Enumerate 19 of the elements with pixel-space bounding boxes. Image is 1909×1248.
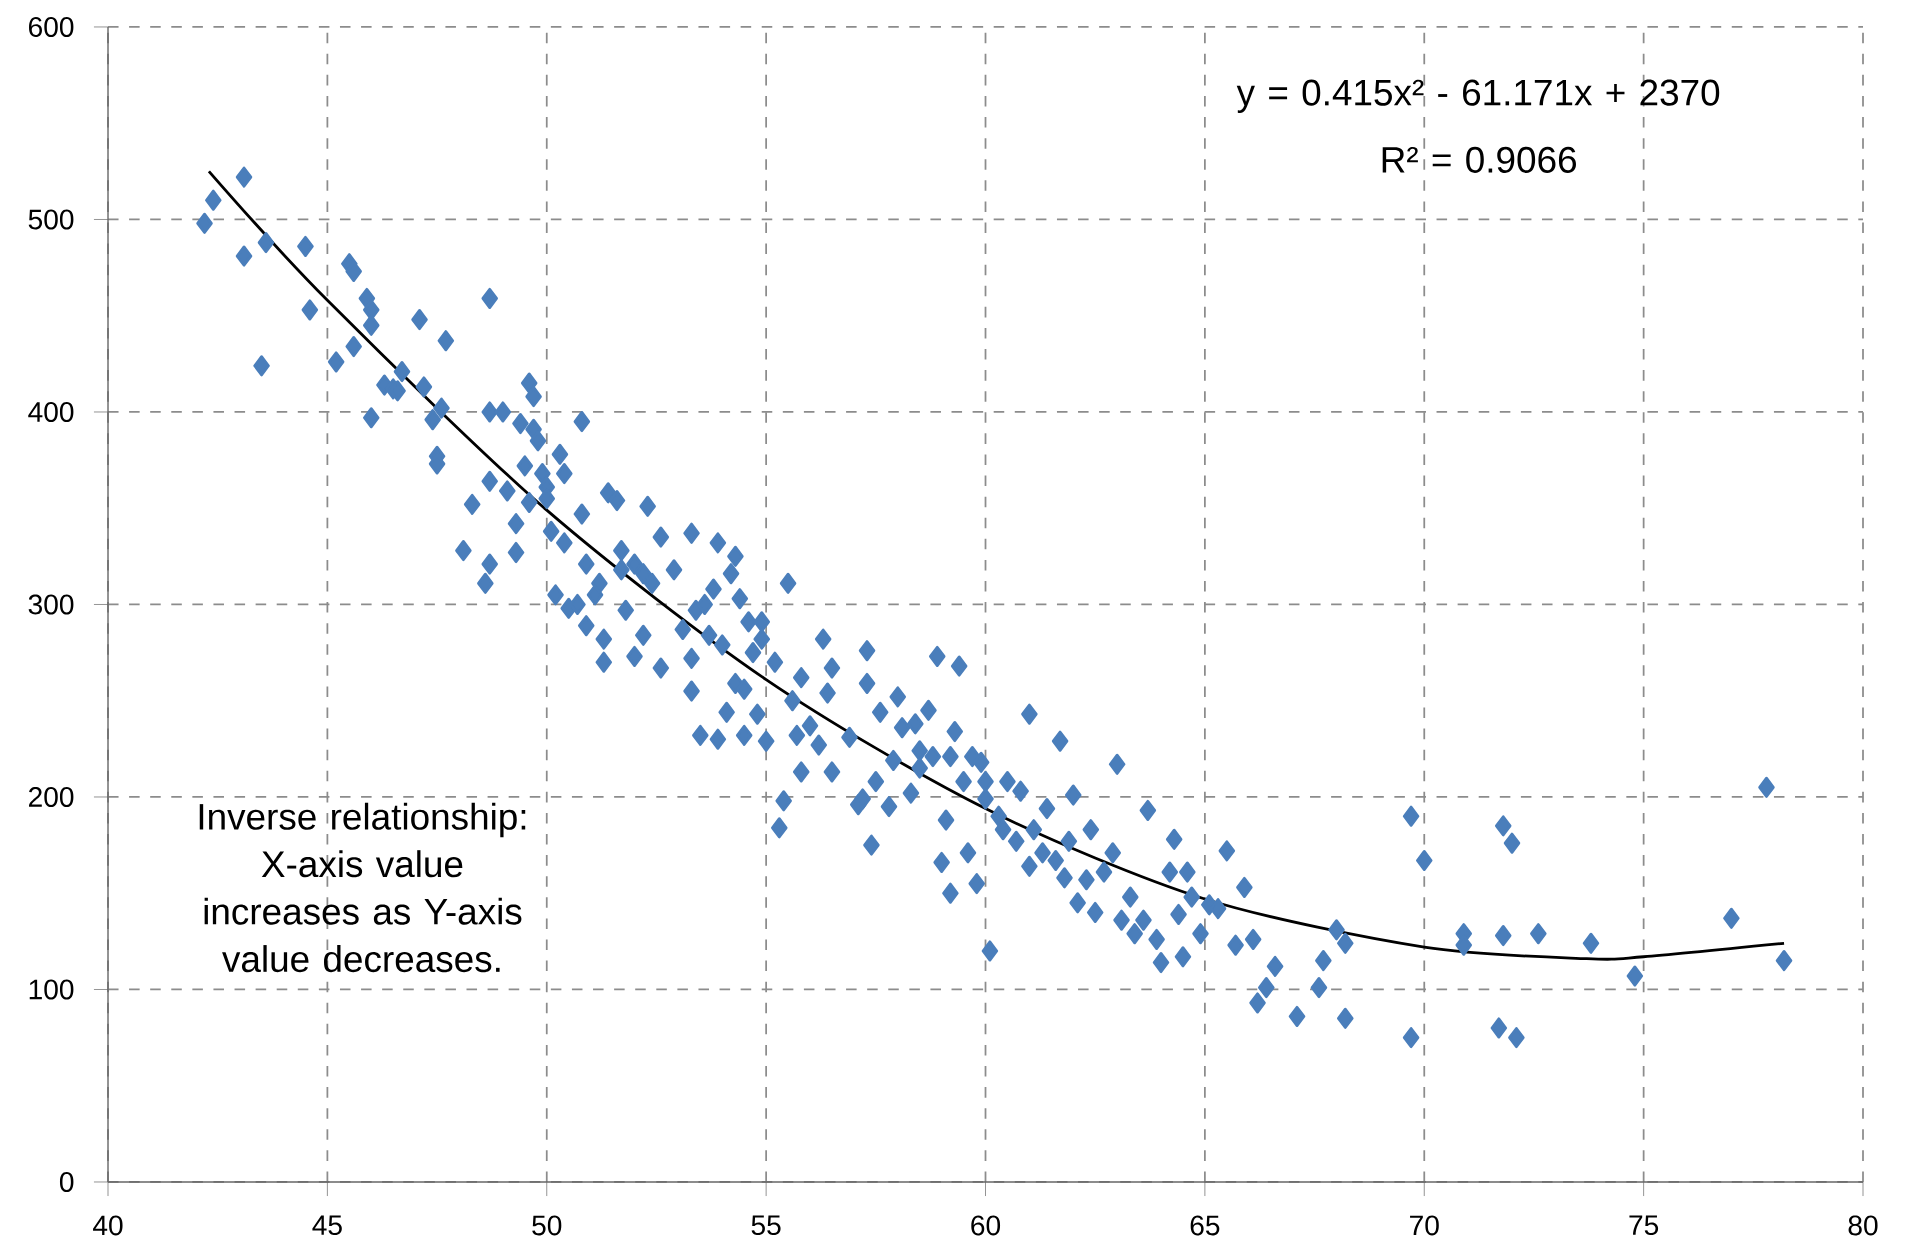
y-tick-label: 100 xyxy=(29,979,74,1000)
y-tick-label: 200 xyxy=(29,787,74,807)
y-tick-label: 600 xyxy=(29,17,74,37)
x-tick-label: 50 xyxy=(532,1215,562,1236)
annotation: R² = 0.9066 xyxy=(1382,146,1576,173)
x-tick-label: 80 xyxy=(1848,1215,1878,1236)
x-tick-label: 60 xyxy=(971,1215,1001,1236)
x-tick-label: 55 xyxy=(751,1215,781,1236)
x-tick-label: 65 xyxy=(1190,1215,1220,1236)
x-tick-label: 75 xyxy=(1629,1215,1659,1236)
y-tick-label: 500 xyxy=(28,209,74,230)
annotation: y = 0.415x² - 61.171x + 2370 xyxy=(1236,79,1720,113)
y-tick-label: 400 xyxy=(28,402,74,422)
y-tick-label: 300 xyxy=(28,594,74,615)
x-tick-label: 40 xyxy=(93,1215,123,1236)
y-tick-label: 0 xyxy=(59,1172,74,1192)
annotation: Inverse relationship: X-axis value increases as Y-axis value decreases. xyxy=(199,802,526,973)
x-tick-label: 45 xyxy=(312,1215,342,1236)
x-tick-label: 70 xyxy=(1410,1215,1439,1236)
